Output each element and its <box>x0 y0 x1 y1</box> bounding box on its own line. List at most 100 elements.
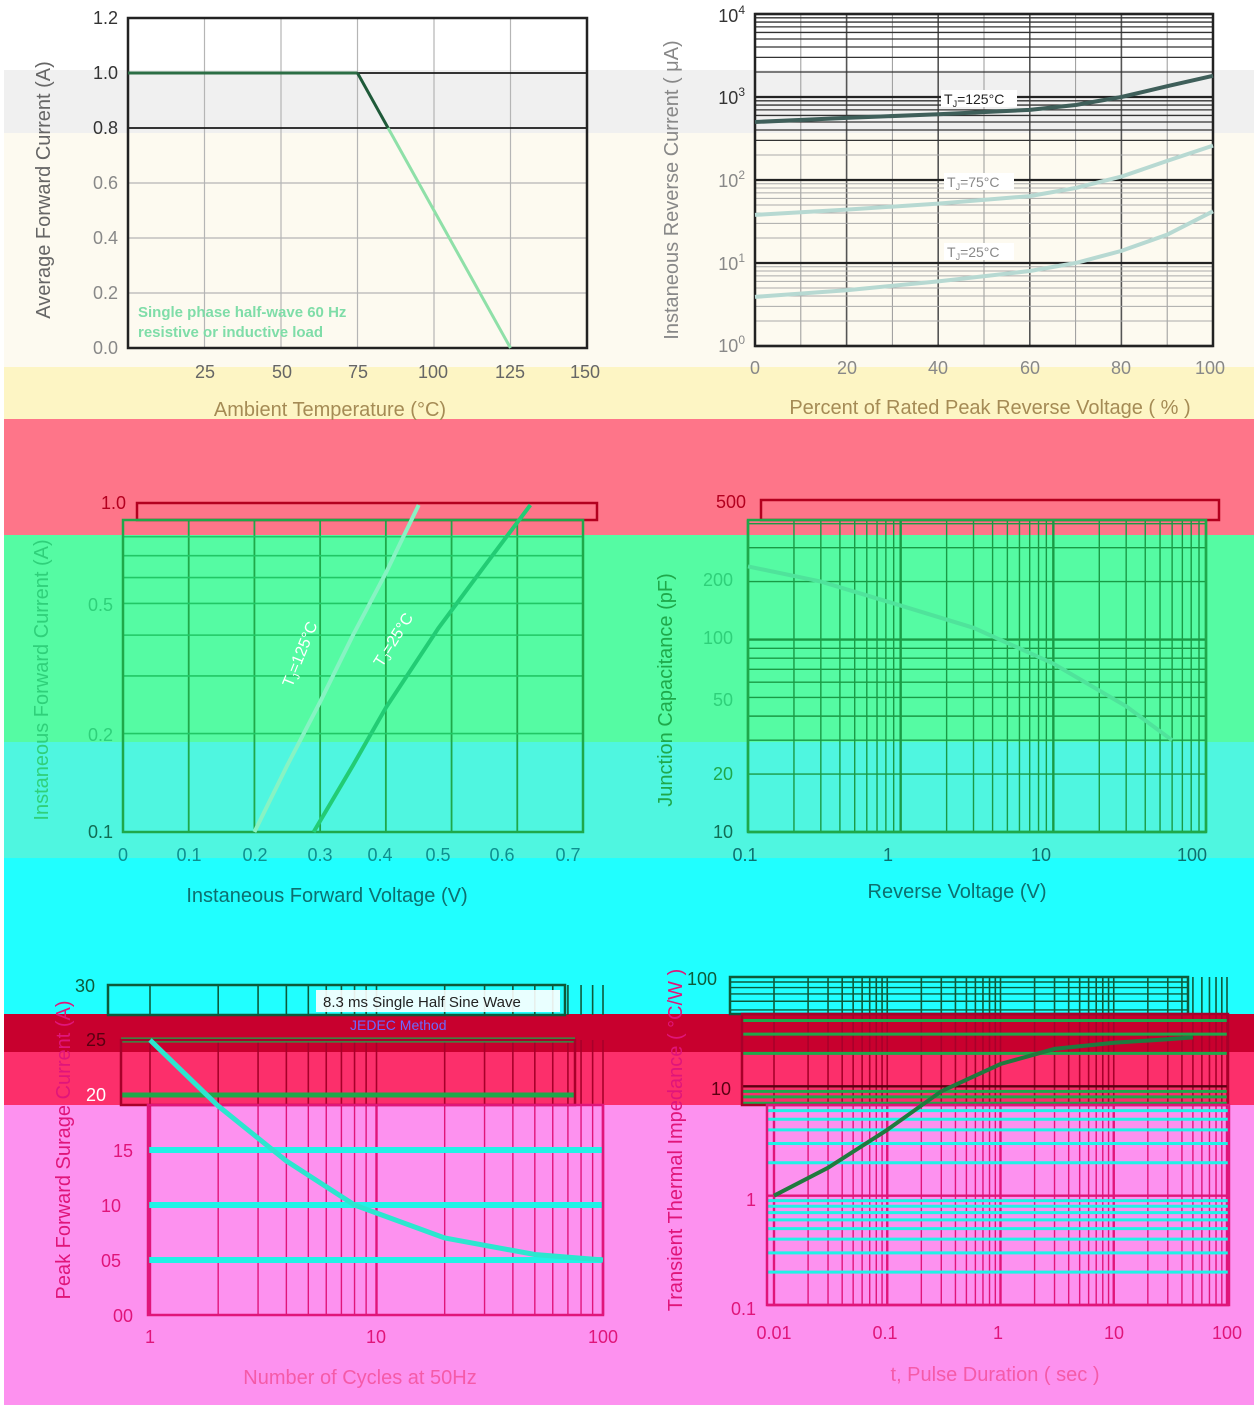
series-line <box>754 209 1214 299</box>
series-line <box>754 73 1214 124</box>
svg-text:TJ=25°C: TJ=25°C <box>947 244 1000 262</box>
x-tick-label: 75 <box>348 362 368 382</box>
x-tick-label: 0.7 <box>555 845 580 865</box>
plot-frame <box>753 12 1215 348</box>
band-pink <box>4 1105 1254 1405</box>
thermal-impedance-chart: 100 10 1 0.1 0.01 0.1 1 10 100 t, Pulse … <box>665 969 1242 1386</box>
y-tick-label: 20 <box>713 764 733 784</box>
y-tick-label: 1.0 <box>93 63 118 83</box>
x-tick-label: 0.2 <box>242 845 267 865</box>
reverse-current-chart: 100 101 102 103 104 0 20 40 60 80 100 TJ… <box>661 3 1225 419</box>
x-tick-label: 0.1 <box>176 845 201 865</box>
y-tick-label: 0.2 <box>93 283 118 303</box>
series-line <box>311 503 532 834</box>
x-tick-label: 0.3 <box>307 845 332 865</box>
x-tick-label: 1 <box>883 845 893 865</box>
y-tick-label: 1 <box>746 1190 756 1210</box>
y-axis-label: Average Forward Current (A) <box>33 61 55 319</box>
x-tick-label: 1 <box>145 1327 155 1347</box>
y-tick-label: 25 <box>86 1030 106 1050</box>
y-tick-label: 500 <box>716 492 746 512</box>
y-axis-label: Instaneous Reverse Current ( μA) <box>661 40 683 339</box>
y-tick-label: 200 <box>703 570 733 590</box>
x-tick-label: 1 <box>993 1323 1003 1343</box>
y-tick-label: 05 <box>101 1251 121 1271</box>
x-tick-label: 0.1 <box>872 1323 897 1343</box>
y-tick-label: 00 <box>113 1306 133 1326</box>
svg-text:100: 100 <box>718 333 745 356</box>
y-tick-label: 0.2 <box>88 725 113 745</box>
y-tick-label: 104 <box>718 3 745 26</box>
series-line <box>773 1035 1194 1198</box>
y-tick-label: 50 <box>713 690 733 710</box>
svg-text:101: 101 <box>718 251 745 274</box>
y-axis-label: Instaneous Forward Current (A) <box>31 539 53 820</box>
x-tick-label: 0.5 <box>425 845 450 865</box>
series-line <box>148 1038 604 1263</box>
svg-text:104: 104 <box>718 3 745 26</box>
y-tick-label: 100 <box>687 969 717 989</box>
svg-text:TJ=125°C: TJ=125°C <box>944 91 1004 109</box>
y-axis-label: Peak Forward Surage Current (A) <box>53 1000 75 1299</box>
x-tick-label: 25 <box>195 362 215 382</box>
x-tick-label: 125 <box>495 362 525 382</box>
x-tick-label: 80 <box>1111 358 1131 378</box>
y-tick-label: 0.8 <box>93 118 118 138</box>
band-yellow <box>4 367 1254 419</box>
x-tick-label: 10 <box>1031 845 1051 865</box>
y-tick-label: 101 <box>718 251 745 274</box>
y-tick-label: 102 <box>718 168 745 191</box>
y-tick-label: 1.0 <box>101 493 126 513</box>
plot-frame <box>126 16 589 350</box>
series-line <box>754 143 1214 217</box>
plot-frame <box>746 518 1208 834</box>
y-tick-label: 0.0 <box>93 338 118 358</box>
x-axis-label: Instaneous Forward Voltage (V) <box>186 885 467 907</box>
y-tick-label: 10 <box>101 1196 121 1216</box>
plot-frame <box>759 498 1221 522</box>
svg-text:TJ=75°C: TJ=75°C <box>947 174 1000 192</box>
x-tick-label: 0 <box>750 358 760 378</box>
annotation-line: Single phase half-wave 60 Hz <box>138 304 346 321</box>
x-tick-label: 60 <box>1020 358 1040 378</box>
y-tick-label: 0.1 <box>731 1299 756 1319</box>
x-tick-label: 0.1 <box>732 845 757 865</box>
annotation-line: 8.3 ms Single Half Sine Wave <box>323 994 521 1011</box>
svg-text:103: 103 <box>718 85 745 108</box>
series-label-25: TJ=25°C <box>371 610 419 671</box>
y-tick-label: 0.5 <box>88 595 113 615</box>
x-tick-label: 0 <box>118 845 128 865</box>
y-axis-label: Junction Capacitance (pF) <box>655 573 677 806</box>
x-tick-label: 0.4 <box>367 845 392 865</box>
series-label-125: TJ=125°C <box>941 90 1017 109</box>
series-label-75: TJ=75°C <box>944 173 1014 192</box>
plot-frame <box>106 983 567 1017</box>
x-axis-label: t, Pulse Duration ( sec ) <box>891 1364 1100 1386</box>
y-tick-label: 0.6 <box>93 173 118 193</box>
svg-text:TJ=25°C: TJ=25°C <box>371 610 419 671</box>
junction-capacitance-chart: 500 200 100 50 20 10 0.1 1 10 100 Revers… <box>655 492 1221 903</box>
x-tick-label: 100 <box>418 362 448 382</box>
svg-text:TJ=125°C: TJ=125°C <box>280 619 323 690</box>
series-line <box>356 72 390 129</box>
series-label-125: TJ=125°C <box>280 619 323 690</box>
annotation-box <box>316 990 560 1012</box>
x-axis-label: Reverse Voltage (V) <box>868 881 1047 903</box>
x-tick-label: 50 <box>272 362 292 382</box>
y-tick-label: 0.4 <box>93 228 118 248</box>
series-line <box>386 127 512 349</box>
derating-chart: 1.2 1.0 0.8 0.6 0.4 0.2 0.0 25 50 75 100… <box>33 8 600 421</box>
y-tick-label: 100 <box>718 333 745 356</box>
x-axis-label: Percent of Rated Peak Reverse Voltage ( … <box>789 397 1190 419</box>
x-tick-label: 150 <box>570 362 600 382</box>
y-tick-label: 100 <box>703 628 733 648</box>
x-tick-label: 100 <box>1212 1323 1242 1343</box>
series-line <box>747 564 1174 742</box>
annotation-line: JEDEC Method <box>350 1017 446 1033</box>
forward-characteristics-chart: 1.0 0.5 0.2 0.1 0 0.1 0.2 0.3 0.4 0.5 0.… <box>31 493 599 907</box>
y-tick-label: 15 <box>113 1141 133 1161</box>
x-tick-label: 20 <box>837 358 857 378</box>
plot-frame <box>765 1103 1231 1307</box>
x-tick-label: 40 <box>928 358 948 378</box>
y-tick-label: 10 <box>711 1079 731 1099</box>
